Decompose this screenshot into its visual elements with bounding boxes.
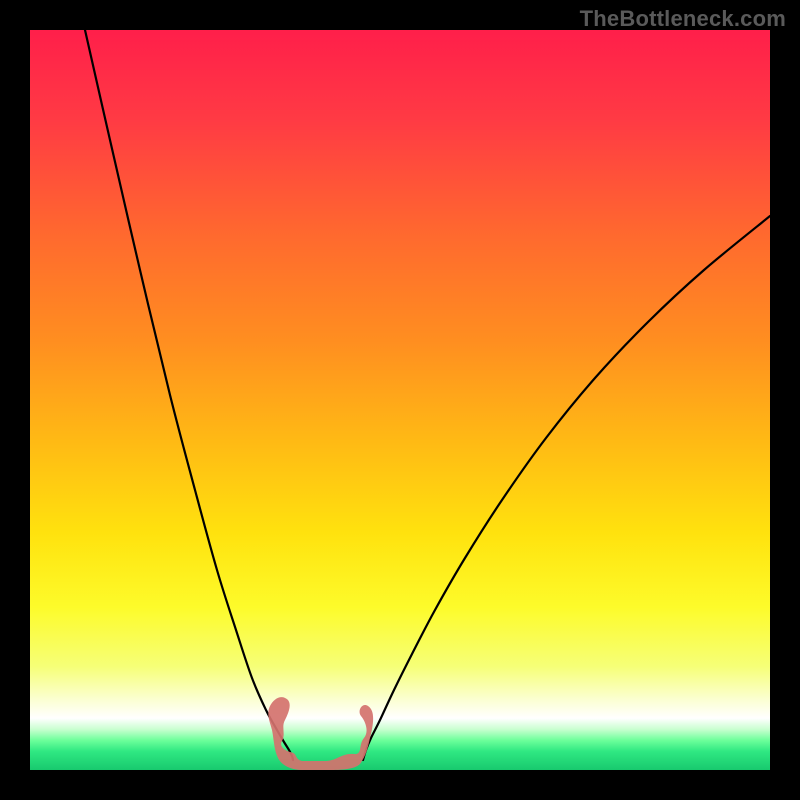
chart-frame: TheBottleneck.com xyxy=(0,0,800,800)
chart-plot xyxy=(30,30,770,770)
chart-background xyxy=(30,30,770,770)
watermark-text: TheBottleneck.com xyxy=(580,6,786,32)
